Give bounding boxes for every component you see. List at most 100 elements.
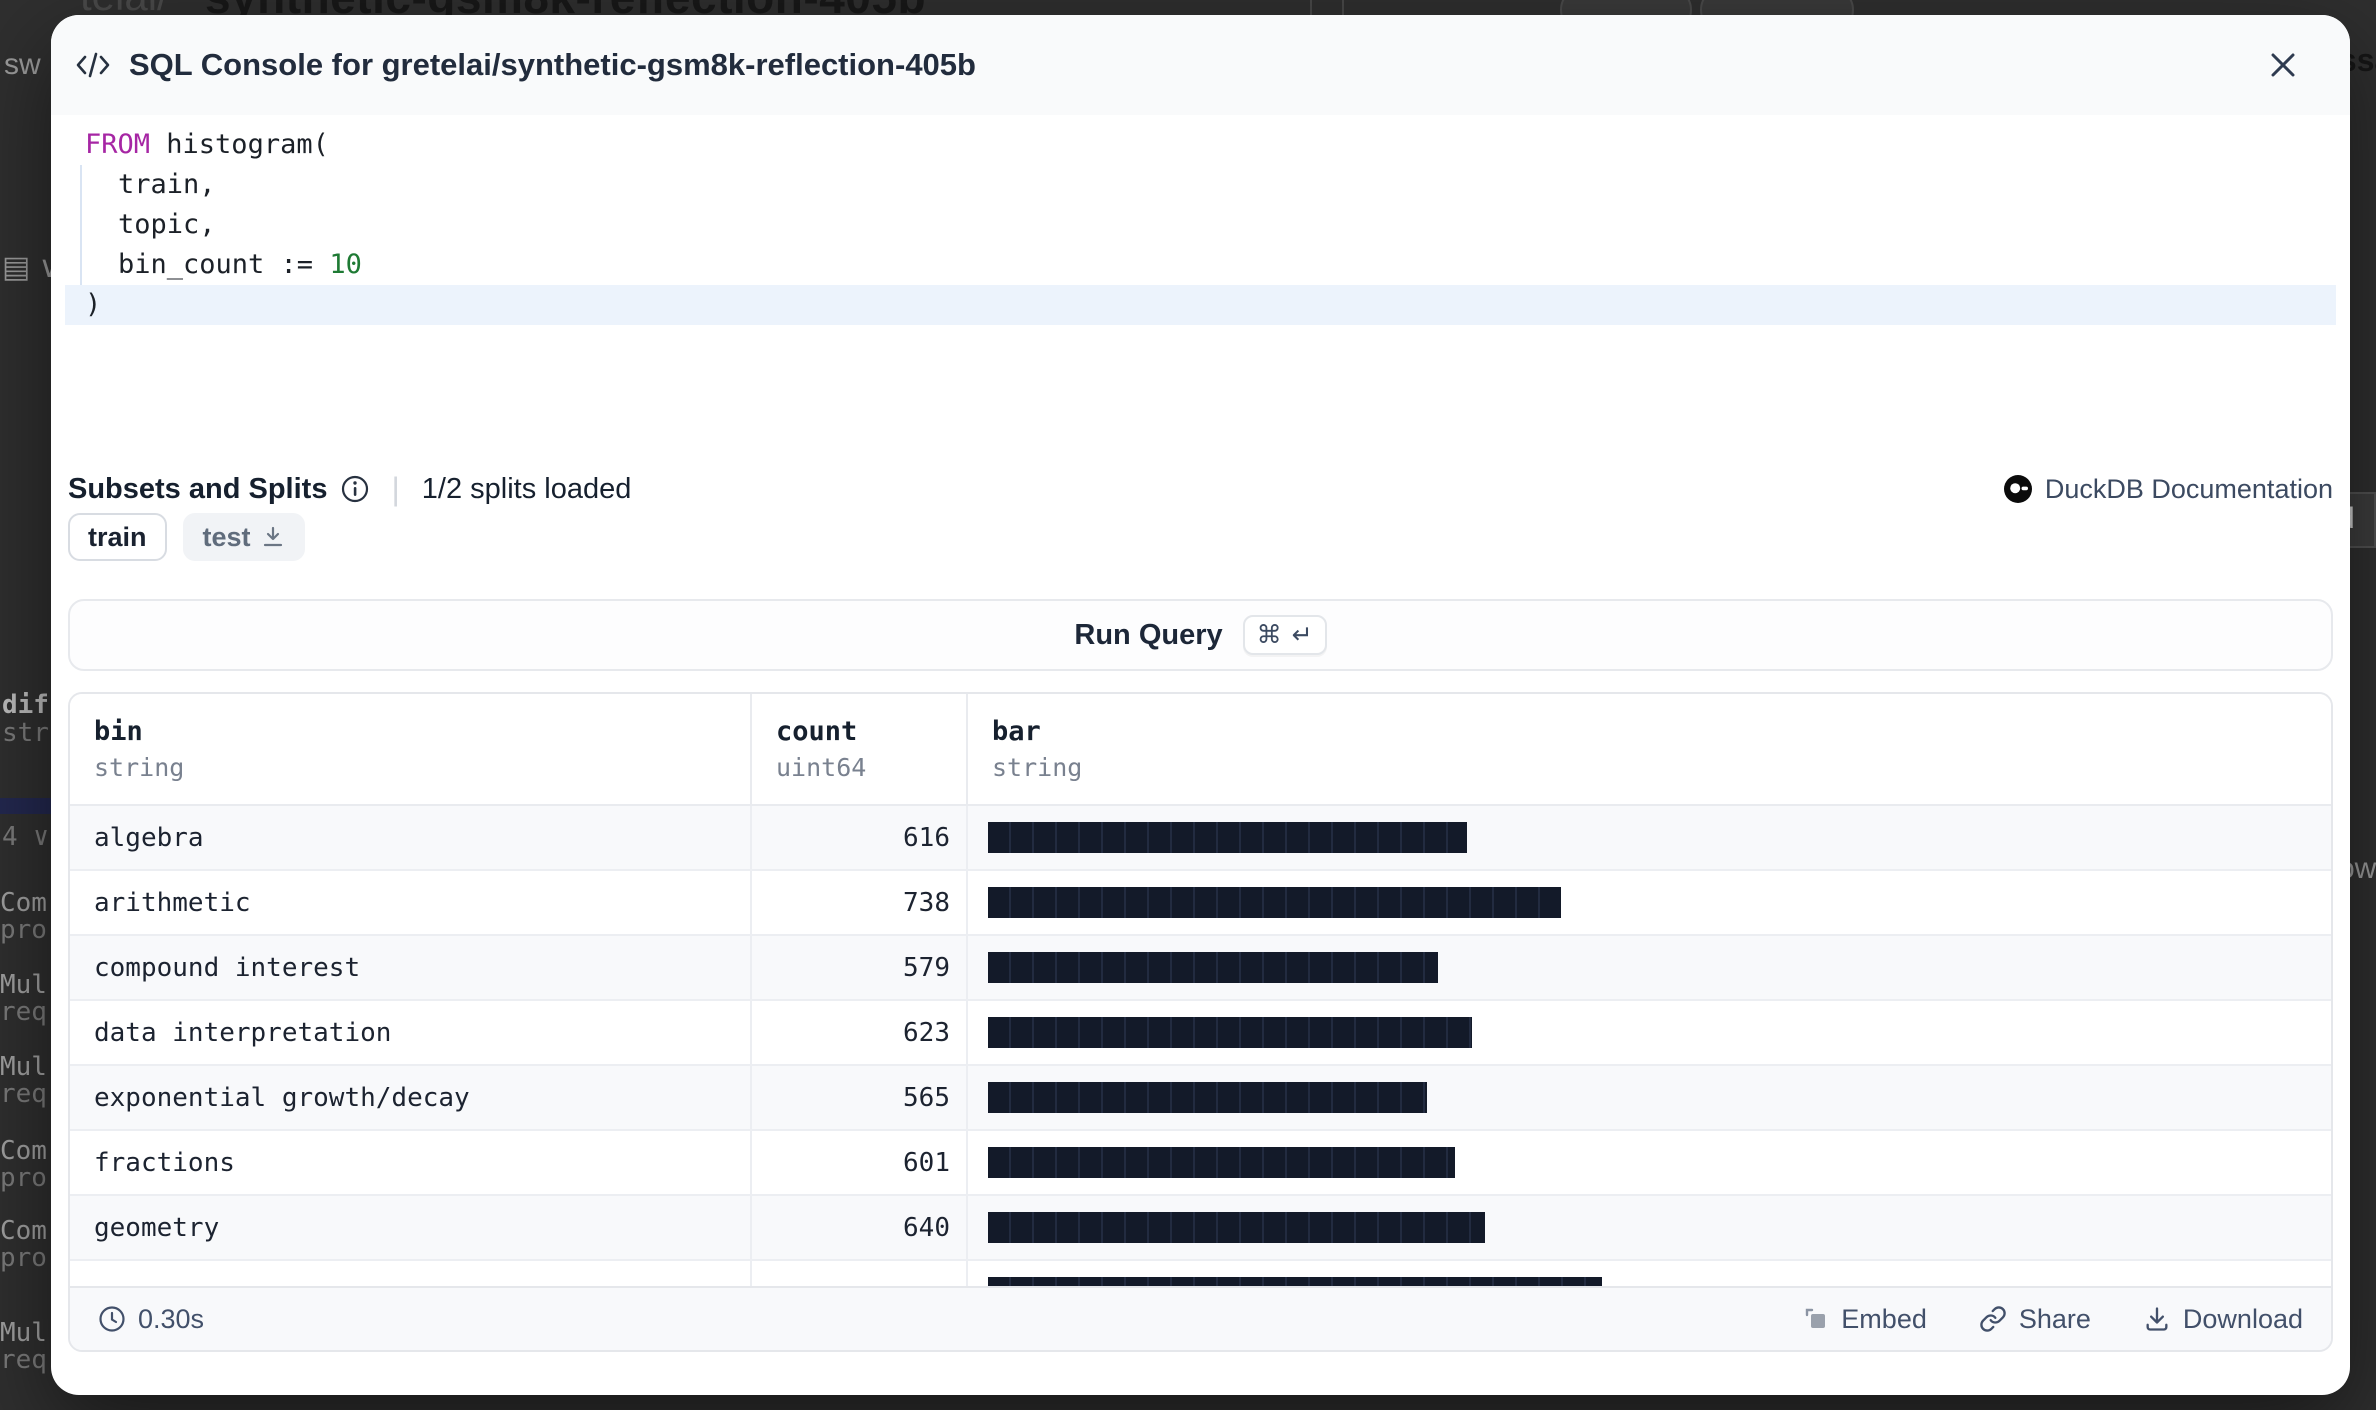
cell-bin: data interpretation [94,1017,392,1048]
cell-bar [966,871,2331,934]
split-button-test[interactable]: test [182,513,305,561]
download-label: Download [2182,1303,2303,1334]
code-icon [75,50,111,80]
keyboard-shortcut-badge: ⌘ ↵ [1242,615,1327,655]
cell-count: 738 [750,871,966,934]
cell-bin: exponential growth/decay [94,1082,470,1113]
table-row: algebra 616 [70,806,2331,871]
embed-label: Embed [1841,1303,1927,1334]
cell-count: 640 [750,1196,966,1259]
histogram-bar [988,952,1438,983]
histogram-bar [988,1147,1455,1178]
table-row: fractions 601 [70,1131,2331,1196]
bg-fragment: str [2,718,49,748]
sql-editor[interactable]: FROM histogram( train, topic, bin_count … [51,115,2350,325]
cell-count: 616 [750,806,966,869]
cell-count [750,1261,966,1286]
cell-count: 579 [750,936,966,999]
cell-count: 601 [750,1131,966,1194]
cell-bar [966,936,2331,999]
share-button[interactable]: Share [1979,1304,2091,1335]
cell-bar [966,806,2331,869]
download-split-icon [261,525,285,549]
code-line-active: ) [65,285,2336,325]
split-button-train[interactable]: train [68,513,167,561]
modal-header: SQL Console for gretelai/synthetic-gsm8k… [51,15,2350,115]
table-row: arithmetic 738 [70,871,2331,936]
enter-key-icon: ↵ [1291,621,1313,649]
duckdb-documentation-label: DuckDB Documentation [2044,473,2333,504]
embed-button[interactable]: Embed [1803,1304,1927,1335]
bg-fragment: pro [0,1163,47,1193]
table-row-partial [70,1261,2331,1286]
cell-bar [966,1131,2331,1194]
histogram-bar [988,887,1561,918]
table-body[interactable]: algebra 616 arithmetic 738 compound interest… [70,806,2331,1286]
cell-bin: geometry [94,1212,220,1243]
bg-fragment: telai/ [80,0,169,20]
run-query-label: Run Query [1074,618,1223,651]
cell-bin: compound interest [94,952,361,983]
subsets-row: Subsets and Splits | 1/2 splits loaded [68,467,631,511]
run-query-button[interactable]: Run Query ⌘ ↵ [68,599,2333,671]
histogram-bar [988,1212,1485,1243]
split-train-label: train [88,521,147,552]
bg-fragment: Com [0,1136,47,1166]
cell-bin: algebra [94,822,204,853]
histogram-bar [988,822,1467,853]
bg-fragment: pro [0,1243,47,1273]
modal-title: SQL Console for gretelai/synthetic-gsm8k… [129,47,976,82]
cell-bar [966,1001,2331,1064]
indent-guide [80,165,82,285]
bg-fragment: Com [0,888,47,918]
duckdb-documentation-link[interactable]: DuckDB Documentation [2003,467,2333,511]
cell-bin: arithmetic [94,887,251,918]
histogram-bar [988,1277,1602,1286]
split-test-label: test [202,521,251,552]
bg-fragment: Mul [0,1052,47,1082]
cell-count: 623 [750,1001,966,1064]
bg-fragment: Mul [0,970,47,1000]
table-footer: 0.30s Embed [70,1286,2331,1350]
bg-fragment: ▤ ∨ [2,251,61,284]
cell-bar [966,1261,2331,1286]
download-button[interactable]: Download [2143,1304,2303,1335]
query-duration: 0.30s [98,1304,204,1335]
code-line: train, [118,169,216,200]
column-header-bin: bin string [94,716,185,782]
table-row: data interpretation 623 [70,1001,2331,1066]
histogram-bar [988,1017,1472,1048]
duration-value: 0.30s [138,1303,205,1334]
bg-fragment: req [0,1345,47,1375]
column-header-count: count uint64 [750,694,966,804]
table-header: bin string count uint64 bar string [70,694,2331,806]
bg-fragment: pro [0,915,47,945]
results-table: bin string count uint64 bar string algeb… [68,692,2333,1352]
column-header-bar: bar string [966,694,2331,804]
bg-fragment [0,798,52,814]
splits-loaded-status: 1/2 splits loaded [421,472,632,505]
cell-bin [70,1261,750,1286]
table-row: compound interest 579 [70,936,2331,1001]
close-icon[interactable] [2261,43,2305,87]
cell-bin: fractions [94,1147,235,1178]
code-line: FROM histogram( [85,129,329,160]
cell-bar [966,1196,2331,1259]
table-row: geometry 640 [70,1196,2331,1261]
subsets-heading: Subsets and Splits [68,472,328,505]
bg-fragment: sw [4,48,41,81]
divider: | [391,470,400,507]
duckdb-logo-icon [2003,474,2033,504]
cell-bar [966,1066,2331,1129]
cell-count: 565 [750,1066,966,1129]
splits-row: train test [68,513,305,561]
code-line: topic, [118,209,216,240]
bg-fragment: req [0,997,47,1027]
info-icon[interactable] [341,475,369,503]
bg-fragment: Com [0,1216,47,1246]
footer-actions: Embed Share [1803,1304,2303,1335]
table-row: exponential growth/decay 565 [70,1066,2331,1131]
share-icon [1979,1305,2007,1333]
embed-icon [1803,1306,1829,1332]
cmd-key-icon: ⌘ [1256,621,1282,649]
